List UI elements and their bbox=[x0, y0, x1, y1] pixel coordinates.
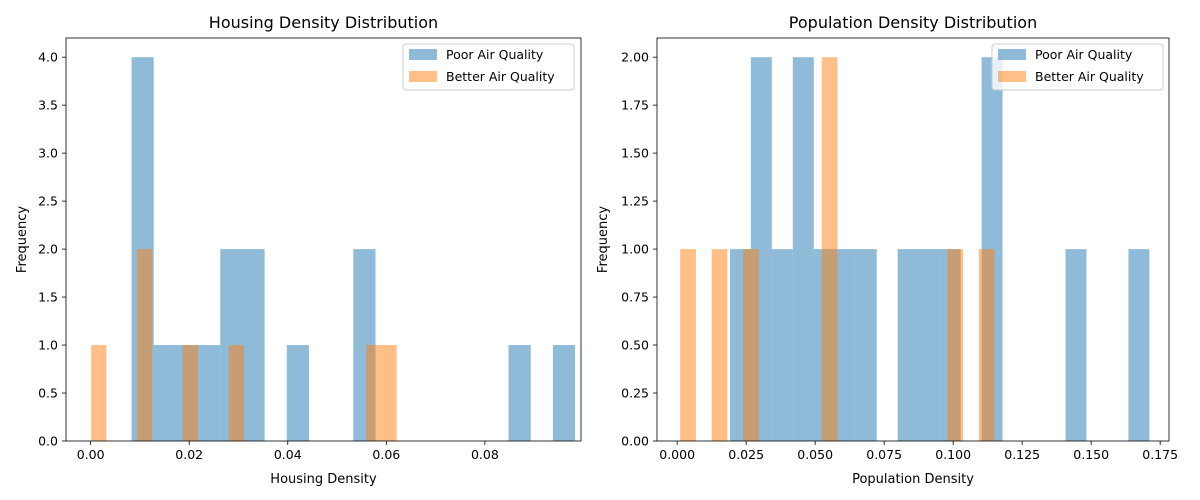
y-tick-label: 3.5 bbox=[38, 98, 58, 113]
y-tick-label: 2.00 bbox=[621, 50, 649, 65]
y-tick-label: 4.0 bbox=[38, 50, 58, 65]
legend: Poor Air Quality Better Air Quality bbox=[402, 43, 575, 91]
y-tick-label: 3.0 bbox=[38, 146, 58, 161]
legend-swatch-better-air-quality bbox=[409, 71, 437, 82]
axes-frame bbox=[65, 37, 582, 442]
y-tick-label: 1.50 bbox=[621, 146, 649, 161]
y-tick-label: 1.75 bbox=[621, 98, 649, 113]
x-tick-label: 0.08 bbox=[471, 447, 499, 462]
x-tick-label: 0.000 bbox=[659, 447, 695, 462]
bar-better-air-quality-0 bbox=[91, 345, 107, 441]
x-axis-ticks: 0.00 0.02 0.04 0.06 0.08 bbox=[77, 441, 499, 462]
y-tick-label: 0.50 bbox=[621, 338, 649, 353]
bar-better-air-quality-1 bbox=[136, 249, 153, 441]
bar-poor-air-quality-11 bbox=[1065, 249, 1087, 441]
y-tick-label: 1.0 bbox=[38, 338, 58, 353]
x-tick-label: 0.100 bbox=[935, 447, 971, 462]
legend-box bbox=[991, 43, 1164, 91]
x-tick-label: 0.125 bbox=[1004, 447, 1040, 462]
y-tick-label: 0.0 bbox=[38, 434, 58, 449]
y-tick-label: 2.5 bbox=[38, 194, 58, 209]
bar-poor-air-quality-3 bbox=[792, 57, 814, 441]
x-axis-label: Housing Density bbox=[270, 472, 377, 487]
x-tick-label: 0.04 bbox=[274, 447, 302, 462]
legend-swatch-poor-air-quality bbox=[998, 49, 1026, 60]
y-tick-label: 1.25 bbox=[621, 194, 649, 209]
bar-better-air-quality-0 bbox=[680, 249, 696, 441]
bar-poor-air-quality-7 bbox=[897, 249, 919, 441]
bar-better-air-quality-4 bbox=[366, 345, 382, 441]
legend-box bbox=[402, 43, 575, 91]
x-axis-ticks: 0.000 0.025 0.050 0.075 0.100 0.125 0.150 0.175 bbox=[659, 441, 1178, 462]
bar-poor-air-quality-6 bbox=[286, 345, 309, 441]
legend-label-poor-air-quality: Poor Air Quality bbox=[446, 47, 544, 62]
x-tick-label: 0.02 bbox=[175, 447, 203, 462]
population-density-histogram: Population Density Distribution 0.000 0.0… bbox=[596, 13, 1178, 487]
chart-title: Population Density Distribution bbox=[789, 13, 1037, 32]
bar-poor-air-quality-1 bbox=[153, 345, 176, 441]
bar-better-air-quality-3 bbox=[228, 345, 244, 441]
axes-frame bbox=[656, 37, 1170, 442]
bar-poor-air-quality-8 bbox=[508, 345, 531, 441]
bars bbox=[680, 57, 1150, 441]
bar-better-air-quality-1 bbox=[711, 249, 728, 441]
x-tick-label: 0.150 bbox=[1073, 447, 1109, 462]
bar-poor-air-quality-6 bbox=[855, 249, 877, 441]
y-axis-ticks: 0.0 0.5 1.0 1.5 2.0 2.5 3.0 3.5 4.0 bbox=[38, 50, 66, 449]
bar-better-air-quality-4 bbox=[947, 249, 964, 441]
y-tick-label: 0.25 bbox=[621, 386, 649, 401]
bar-poor-air-quality-2 bbox=[771, 249, 793, 441]
bar-better-air-quality-2 bbox=[743, 249, 759, 441]
y-tick-label: 0.00 bbox=[621, 434, 649, 449]
y-axis-label: Frequency bbox=[15, 206, 30, 273]
x-tick-label: 0.025 bbox=[728, 447, 764, 462]
x-tick-label: 0.050 bbox=[797, 447, 833, 462]
x-tick-label: 0.06 bbox=[372, 447, 400, 462]
legend-label-poor-air-quality: Poor Air Quality bbox=[1035, 47, 1133, 62]
bar-poor-air-quality-12 bbox=[1128, 249, 1150, 441]
housing-density-histogram: Housing Density Distribution 0.00 0.02 0.0… bbox=[15, 13, 582, 487]
y-tick-label: 2.0 bbox=[38, 242, 58, 257]
y-tick-label: 0.5 bbox=[38, 386, 58, 401]
bar-poor-air-quality-9 bbox=[552, 345, 576, 441]
legend: Poor Air Quality Better Air Quality bbox=[991, 43, 1164, 91]
bar-poor-air-quality-3 bbox=[198, 345, 221, 441]
x-tick-label: 0.175 bbox=[1142, 447, 1178, 462]
bar-better-air-quality-5 bbox=[381, 345, 397, 441]
legend-label-better-air-quality: Better Air Quality bbox=[446, 69, 555, 84]
y-tick-label: 0.75 bbox=[621, 290, 649, 305]
x-tick-label: 0.075 bbox=[866, 447, 902, 462]
legend-label-better-air-quality: Better Air Quality bbox=[1035, 69, 1144, 84]
bar-poor-air-quality-5 bbox=[242, 249, 265, 441]
bar-poor-air-quality-5 bbox=[834, 249, 856, 441]
chart-title: Housing Density Distribution bbox=[209, 13, 438, 32]
legend-swatch-better-air-quality bbox=[998, 71, 1026, 82]
y-tick-label: 1.5 bbox=[38, 290, 58, 305]
bar-better-air-quality-2 bbox=[182, 345, 199, 441]
bars bbox=[91, 57, 576, 441]
legend-swatch-poor-air-quality bbox=[409, 49, 437, 60]
y-axis-label: Frequency bbox=[596, 206, 611, 273]
x-axis-label: Population Density bbox=[852, 472, 974, 487]
y-tick-label: 1.00 bbox=[621, 242, 649, 257]
x-tick-label: 0.00 bbox=[77, 447, 105, 462]
bar-better-air-quality-3 bbox=[821, 57, 838, 441]
y-axis-ticks: 0.00 0.25 0.50 0.75 1.00 1.25 1.50 1.75 2.00 bbox=[621, 50, 657, 449]
bar-better-air-quality-5 bbox=[978, 249, 995, 441]
bar-poor-air-quality-8 bbox=[918, 249, 940, 441]
